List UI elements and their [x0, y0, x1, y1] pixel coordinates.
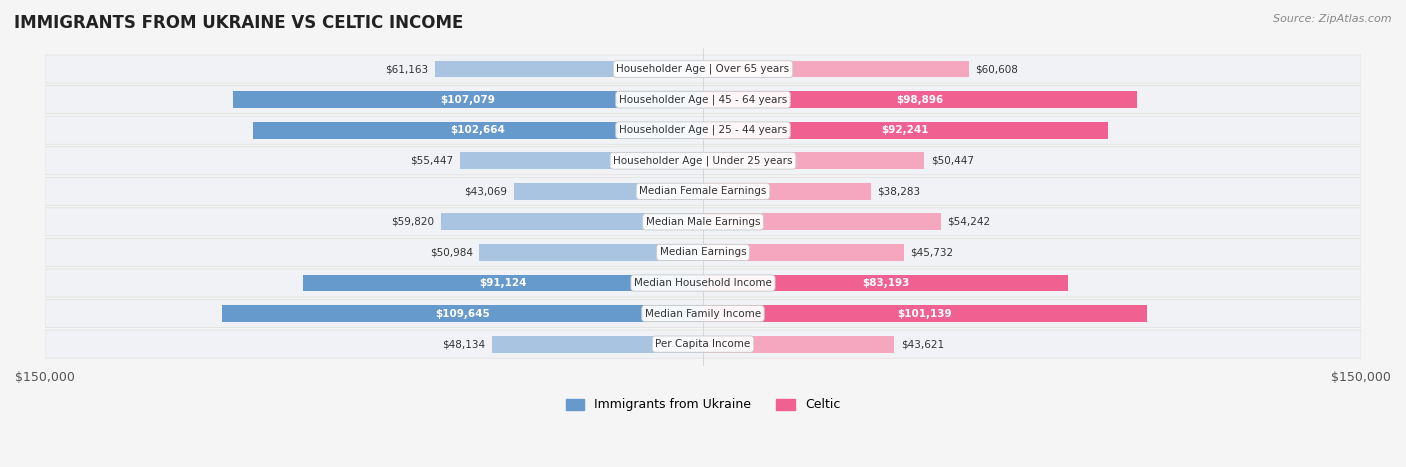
Text: $50,984: $50,984 — [430, 248, 472, 257]
Text: $43,069: $43,069 — [464, 186, 508, 196]
Text: $54,242: $54,242 — [948, 217, 991, 227]
Bar — [703, 61, 969, 78]
Text: Householder Age | 45 - 64 years: Householder Age | 45 - 64 years — [619, 94, 787, 105]
Bar — [703, 122, 1108, 139]
Text: $50,447: $50,447 — [931, 156, 974, 166]
Bar — [440, 213, 703, 230]
Text: Median Household Income: Median Household Income — [634, 278, 772, 288]
FancyBboxPatch shape — [45, 85, 1361, 113]
Bar — [703, 183, 870, 200]
FancyBboxPatch shape — [45, 55, 1361, 83]
Text: Per Capita Income: Per Capita Income — [655, 339, 751, 349]
Text: Householder Age | Under 25 years: Householder Age | Under 25 years — [613, 156, 793, 166]
Text: Source: ZipAtlas.com: Source: ZipAtlas.com — [1274, 14, 1392, 24]
Text: Median Earnings: Median Earnings — [659, 248, 747, 257]
Bar — [703, 244, 904, 261]
Text: $83,193: $83,193 — [862, 278, 910, 288]
Text: $92,241: $92,241 — [882, 125, 929, 135]
Text: $45,732: $45,732 — [910, 248, 953, 257]
Text: $61,163: $61,163 — [385, 64, 427, 74]
Text: Median Female Earnings: Median Female Earnings — [640, 186, 766, 196]
Text: Householder Age | 25 - 44 years: Householder Age | 25 - 44 years — [619, 125, 787, 135]
Text: $48,134: $48,134 — [441, 339, 485, 349]
Bar — [233, 91, 703, 108]
FancyBboxPatch shape — [45, 330, 1361, 358]
Text: $38,283: $38,283 — [877, 186, 921, 196]
Bar — [515, 183, 703, 200]
Bar — [703, 152, 924, 169]
Legend: Immigrants from Ukraine, Celtic: Immigrants from Ukraine, Celtic — [561, 394, 845, 417]
Text: $107,079: $107,079 — [440, 95, 495, 105]
Bar — [460, 152, 703, 169]
Text: $55,447: $55,447 — [411, 156, 453, 166]
Text: Median Male Earnings: Median Male Earnings — [645, 217, 761, 227]
Bar — [703, 213, 941, 230]
Bar — [703, 275, 1069, 291]
Text: $60,608: $60,608 — [976, 64, 1018, 74]
Text: $98,896: $98,896 — [896, 95, 943, 105]
FancyBboxPatch shape — [45, 299, 1361, 328]
FancyBboxPatch shape — [45, 269, 1361, 297]
FancyBboxPatch shape — [45, 208, 1361, 236]
Text: $59,820: $59,820 — [391, 217, 434, 227]
Bar — [479, 244, 703, 261]
Bar — [253, 122, 703, 139]
Bar — [703, 336, 894, 353]
Bar — [304, 275, 703, 291]
FancyBboxPatch shape — [45, 238, 1361, 267]
Bar — [434, 61, 703, 78]
Text: $102,664: $102,664 — [450, 125, 505, 135]
FancyBboxPatch shape — [45, 147, 1361, 175]
Bar — [222, 305, 703, 322]
Text: $91,124: $91,124 — [479, 278, 527, 288]
FancyBboxPatch shape — [45, 116, 1361, 144]
Bar — [703, 305, 1147, 322]
Text: Householder Age | Over 65 years: Householder Age | Over 65 years — [616, 64, 790, 74]
Bar — [492, 336, 703, 353]
Bar — [703, 91, 1137, 108]
Text: IMMIGRANTS FROM UKRAINE VS CELTIC INCOME: IMMIGRANTS FROM UKRAINE VS CELTIC INCOME — [14, 14, 464, 32]
Text: Median Family Income: Median Family Income — [645, 309, 761, 318]
Text: $101,139: $101,139 — [897, 309, 952, 318]
FancyBboxPatch shape — [45, 177, 1361, 205]
Text: $43,621: $43,621 — [901, 339, 943, 349]
Text: $109,645: $109,645 — [434, 309, 489, 318]
